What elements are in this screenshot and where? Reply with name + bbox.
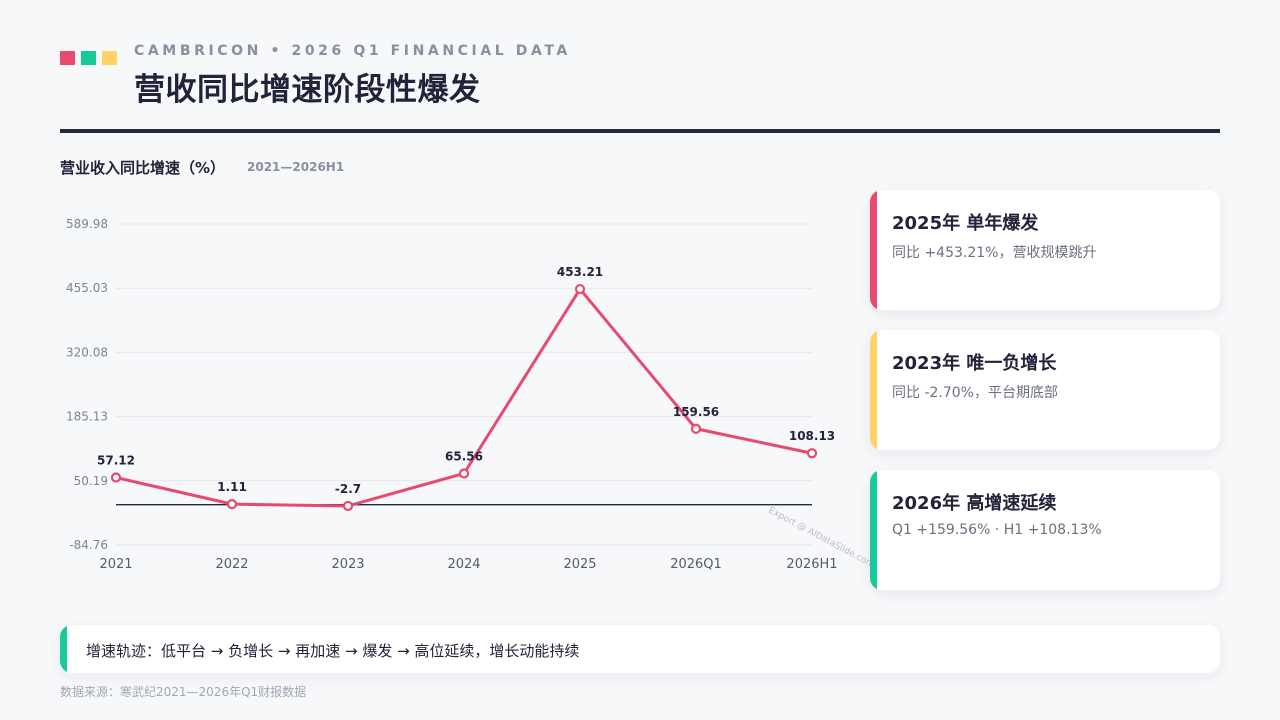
- card-text: 同比 -2.70%，平台期底部: [892, 385, 1058, 401]
- data-point: [458, 468, 470, 479]
- x-tick-label: 2025: [563, 557, 596, 572]
- card-2026: 2026年 高增速延续 Q1 +159.56% · H1 +108.13%: [870, 470, 1220, 590]
- data-label: 57.12: [97, 454, 135, 468]
- x-tick-label: 2022: [215, 557, 248, 572]
- data-label: 159.56: [673, 405, 719, 419]
- decorative-squares: [60, 51, 117, 65]
- card-2023: 2023年 唯一负增长 同比 -2.70%，平台期底部: [870, 330, 1220, 450]
- data-point: [690, 423, 702, 434]
- card-title: 2026年 高增速延续: [892, 493, 1057, 514]
- data-point: [806, 448, 818, 459]
- x-tick-label: 2024: [447, 557, 480, 572]
- card-2025: 2025年 单年爆发 同比 +453.21%，营收规模跳升: [870, 190, 1220, 310]
- data-point: [342, 500, 354, 512]
- banner-accent-bar: [60, 625, 67, 673]
- y-tick-label: 320.08: [66, 345, 108, 359]
- chart-title: 营业收入同比增速（%）: [60, 159, 226, 177]
- data-point: [110, 472, 122, 483]
- eyebrow-text: CAMBRICON • 2026 Q1 FINANCIAL DATA: [134, 43, 571, 59]
- card-accent-bar: [870, 190, 877, 310]
- square-green: [81, 51, 96, 65]
- card-title: 2023年 唯一负增长: [892, 353, 1057, 374]
- card-title: 2025年 单年爆发: [892, 213, 1039, 234]
- data-point: [226, 499, 238, 510]
- card-accent-bar: [870, 330, 877, 450]
- y-tick-label: -84.76: [69, 538, 108, 552]
- y-tick-label: 589.98: [66, 217, 108, 231]
- banner-text: 增速轨迹：低平台 → 负增长 → 再加速 → 爆发 → 高位延续，增长动能持续: [86, 642, 580, 660]
- data-source: 数据来源：寒武纪2021—2026年Q1财报数据: [60, 685, 307, 699]
- x-tick-label: 2026H1: [786, 557, 837, 572]
- summary-banner: 增速轨迹：低平台 → 负增长 → 再加速 → 爆发 → 高位延续，增长动能持续: [60, 625, 1220, 673]
- title-divider: [60, 129, 1220, 133]
- card-text: 同比 +453.21%，营收规模跳升: [892, 245, 1097, 261]
- card-accent-bar: [870, 470, 877, 590]
- square-yellow: [102, 51, 117, 65]
- data-label: 453.21: [557, 265, 603, 279]
- y-tick-label: 50.19: [74, 474, 108, 488]
- x-tick-label: 2021: [99, 557, 132, 572]
- line-chart: 589.98 455.03 320.08 185.13 50.19 -84.76 2021 2…: [66, 217, 870, 572]
- x-tick-label: 2023: [331, 557, 364, 572]
- data-label: 65.56: [445, 449, 483, 463]
- data-point: [574, 283, 586, 295]
- data-label: 108.13: [789, 429, 835, 443]
- square-red: [60, 51, 75, 65]
- data-label: -2.7: [335, 482, 361, 496]
- y-tick-label: 455.03: [66, 281, 108, 295]
- y-tick-label: 185.13: [66, 410, 108, 424]
- page-title: 营收同比增速阶段性爆发: [134, 72, 481, 108]
- card-text: Q1 +159.56% · H1 +108.13%: [892, 522, 1102, 538]
- data-label: 1.11: [217, 480, 247, 494]
- chart-subtitle: 2021—2026H1: [247, 160, 345, 174]
- x-tick-label: 2026Q1: [670, 557, 722, 572]
